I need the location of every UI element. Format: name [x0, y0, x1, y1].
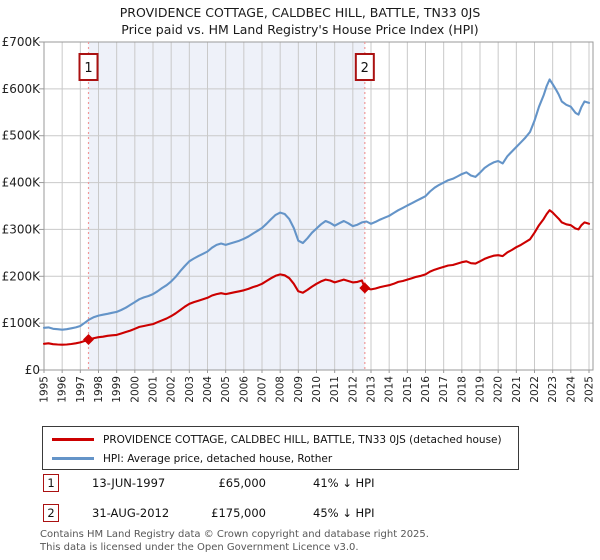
x-tick-label: 2003 [184, 376, 196, 403]
sale-1-marker [83, 334, 95, 346]
x-tick-label: 2015 [402, 376, 414, 403]
x-tick-label: 1997 [75, 376, 87, 403]
x-tick-label: 1996 [57, 376, 69, 403]
x-tick-label: 2021 [511, 376, 523, 403]
x-tick-label: 2002 [166, 376, 178, 403]
y-tick-label: £700K [2, 35, 42, 49]
sale-1-flag-box [78, 53, 99, 81]
y-tick-label: £300K [2, 222, 42, 236]
x-tick-label: 2001 [148, 376, 160, 403]
x-tick-label: 2010 [311, 376, 323, 403]
page-subtitle: Price paid vs. HM Land Registry's House … [121, 22, 479, 37]
hpi-line [42, 78, 591, 331]
sale-record-row-1: 1 13-JUN-1997 £65,000 41% ↓ HPI [0, 474, 600, 494]
sale-1-number-badge: 1 [43, 474, 59, 492]
x-tick-label: 2017 [438, 376, 450, 403]
x-tick-label: 1999 [111, 376, 123, 403]
sale-2-hpi-delta: 45% ↓ HPI [313, 506, 375, 520]
x-tick-label: 1995 [39, 376, 51, 403]
y-tick-label: £100K [2, 316, 42, 330]
x-tick-label: 2024 [565, 376, 577, 403]
plot-border [43, 41, 594, 371]
x-tick-label: 2018 [456, 376, 468, 403]
sale-2-date: 31-AUG-2012 [92, 506, 170, 520]
x-tick-label: 2004 [202, 376, 214, 403]
price-history-chart: £0 £100K £200K £300K £400K £500K £600K £700K 199… [2, 35, 596, 403]
legend-item-hpi: HPI: Average price, detached house, Roth… [43, 449, 518, 468]
legend-swatch-property-line [52, 438, 94, 441]
sale-record-row-2: 2 31-AUG-2012 £175,000 45% ↓ HPI [0, 504, 600, 524]
sale-1-date: 13-JUN-1997 [92, 476, 166, 490]
y-tick-label: £600K [2, 82, 42, 96]
x-tick-label: 2007 [257, 376, 269, 403]
x-tick-label: 2016 [420, 376, 432, 403]
x-tick-label: 2020 [493, 376, 505, 403]
y-tick-label: £500K [2, 129, 42, 143]
footer-line-2: This data is licensed under the Open Gov… [40, 541, 359, 553]
x-tick-label: 2008 [275, 376, 287, 403]
sale-1-hpi-delta: 41% ↓ HPI [313, 476, 375, 490]
x-tick-label: 2013 [366, 376, 378, 403]
x-tick-label: 2005 [220, 376, 232, 403]
footer: Contains HM Land Registry data © Crown c… [40, 529, 429, 554]
y-tick-label: £400K [2, 176, 42, 190]
x-tick-label: 2009 [293, 376, 305, 403]
x-tick-label: 2022 [529, 376, 541, 403]
sale-2-flag-box [354, 53, 375, 81]
footer-line-1: Contains HM Land Registry data © Crown c… [40, 529, 429, 540]
x-tick-label: 2000 [129, 376, 141, 403]
x-tick-label: 2012 [347, 376, 359, 403]
sale-1-price: £65,000 [218, 476, 266, 490]
x-tick-label: 2023 [547, 376, 559, 403]
sale-1-flag-label: 1 [84, 61, 92, 76]
sale-2-marker [359, 282, 371, 294]
x-tick-label: 2025 [584, 376, 596, 403]
sale-2-price: £175,000 [211, 506, 266, 520]
x-tick-label: 2014 [384, 376, 396, 403]
legend: PROVIDENCE COTTAGE, CALDBEC HILL, BATTLE… [42, 426, 519, 470]
legend-swatch-hpi-line [52, 457, 94, 460]
legend-label-property: PROVIDENCE COTTAGE, CALDBEC HILL, BATTLE… [103, 433, 502, 446]
x-tick-label: 2011 [329, 376, 341, 403]
x-tick-label: 2006 [238, 376, 250, 403]
legend-item-property: PROVIDENCE COTTAGE, CALDBEC HILL, BATTLE… [43, 430, 518, 449]
legend-label-hpi: HPI: Average price, detached house, Roth… [103, 452, 333, 465]
x-tick-label: 2019 [475, 376, 487, 403]
owned-period-shade [88, 42, 365, 370]
y-tick-label: £0 [25, 363, 40, 377]
y-tick-label: £200K [2, 269, 42, 283]
sale-2-flag-label: 2 [361, 61, 369, 76]
x-tick-label: 1998 [93, 376, 105, 403]
sale-2-number-badge: 2 [43, 504, 59, 522]
property-price-line [42, 209, 591, 346]
page-title: PROVIDENCE COTTAGE, CALDBEC HILL, BATTLE… [119, 5, 481, 20]
